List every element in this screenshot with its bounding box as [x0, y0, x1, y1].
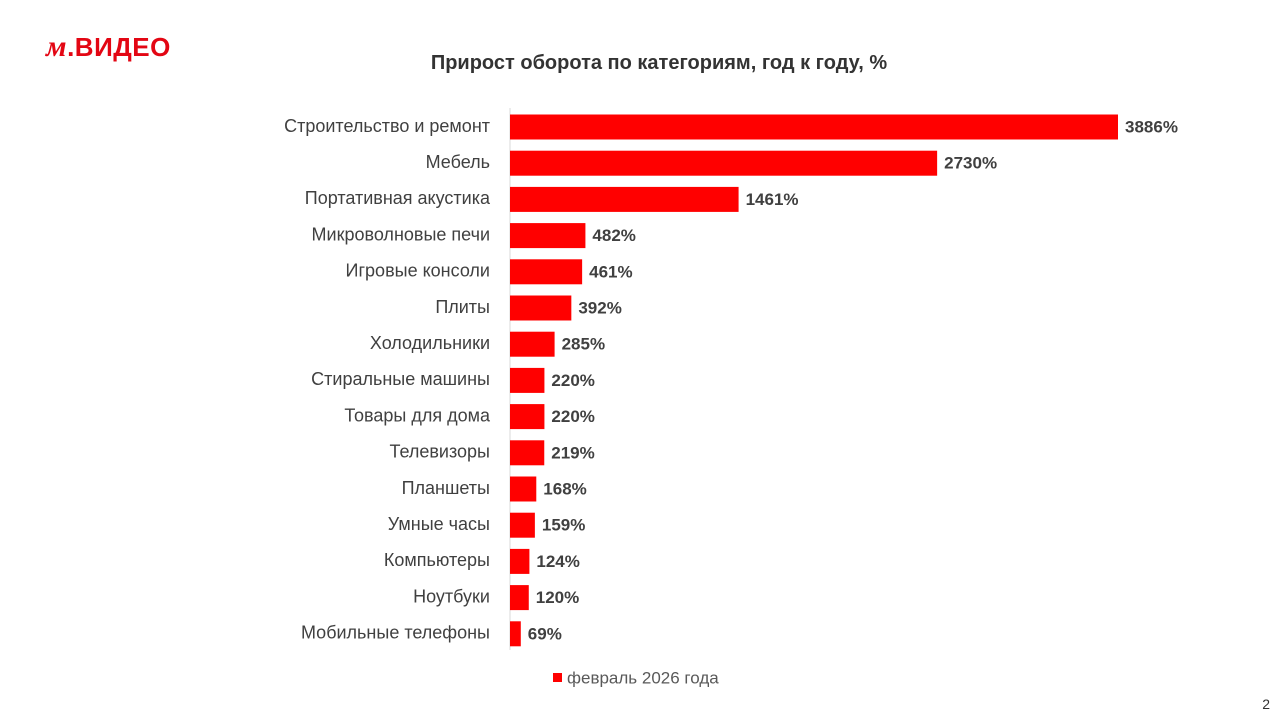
data-label: 168%: [543, 479, 586, 498]
category-label: Компьютеры: [384, 550, 490, 570]
category-label: Микроволновые печи: [312, 224, 490, 244]
category-label: Умные часы: [388, 514, 490, 534]
category-label: Холодильники: [370, 333, 490, 353]
category-label: Игровые консоли: [346, 261, 490, 281]
bar: [510, 440, 545, 466]
bar: [510, 114, 1118, 140]
category-label: Стиральные машины: [311, 369, 490, 389]
page-number: 2: [1262, 696, 1270, 712]
data-label: 461%: [589, 262, 632, 281]
data-label: 1461%: [746, 190, 799, 209]
bar: [510, 367, 545, 393]
bar: [510, 331, 555, 357]
category-label: Планшеты: [402, 478, 490, 498]
data-label: 69%: [528, 624, 562, 643]
data-label: 124%: [536, 552, 579, 571]
data-label: 392%: [578, 298, 621, 317]
bar: [510, 259, 583, 285]
category-label: Ноутбуки: [413, 586, 490, 606]
data-label: 3886%: [1125, 117, 1178, 136]
bar: [510, 404, 545, 430]
data-label: 2730%: [944, 154, 997, 173]
category-label: Мобильные телефоны: [301, 623, 490, 643]
bar: [510, 621, 521, 647]
category-label: Мебель: [426, 152, 490, 172]
data-label: 120%: [536, 588, 579, 607]
bar: [510, 295, 572, 321]
bar: [510, 150, 938, 176]
data-label: 220%: [551, 407, 594, 426]
legend-label: февраль 2026 года: [567, 668, 719, 687]
category-label: Телевизоры: [389, 442, 490, 462]
mvideo-logo: м.ВИДЕО: [46, 30, 171, 63]
bar: [510, 186, 739, 212]
data-label: 482%: [592, 226, 635, 245]
category-label: Плиты: [435, 297, 490, 317]
category-label: Товары для дома: [344, 405, 491, 425]
data-label: 220%: [551, 371, 594, 390]
data-label: 159%: [542, 516, 585, 535]
category-label: Строительство и ремонт: [284, 116, 490, 136]
data-label: 219%: [551, 443, 594, 462]
bar: [510, 223, 586, 249]
legend-swatch: [553, 673, 562, 682]
category-label: Портативная акустика: [305, 188, 491, 208]
bar: [510, 476, 537, 502]
bar: [510, 585, 529, 611]
chart-title: Прирост оборота по категориям, год к год…: [430, 52, 888, 74]
data-label: 285%: [562, 335, 605, 354]
bar: [510, 548, 530, 574]
bar: [510, 512, 535, 538]
